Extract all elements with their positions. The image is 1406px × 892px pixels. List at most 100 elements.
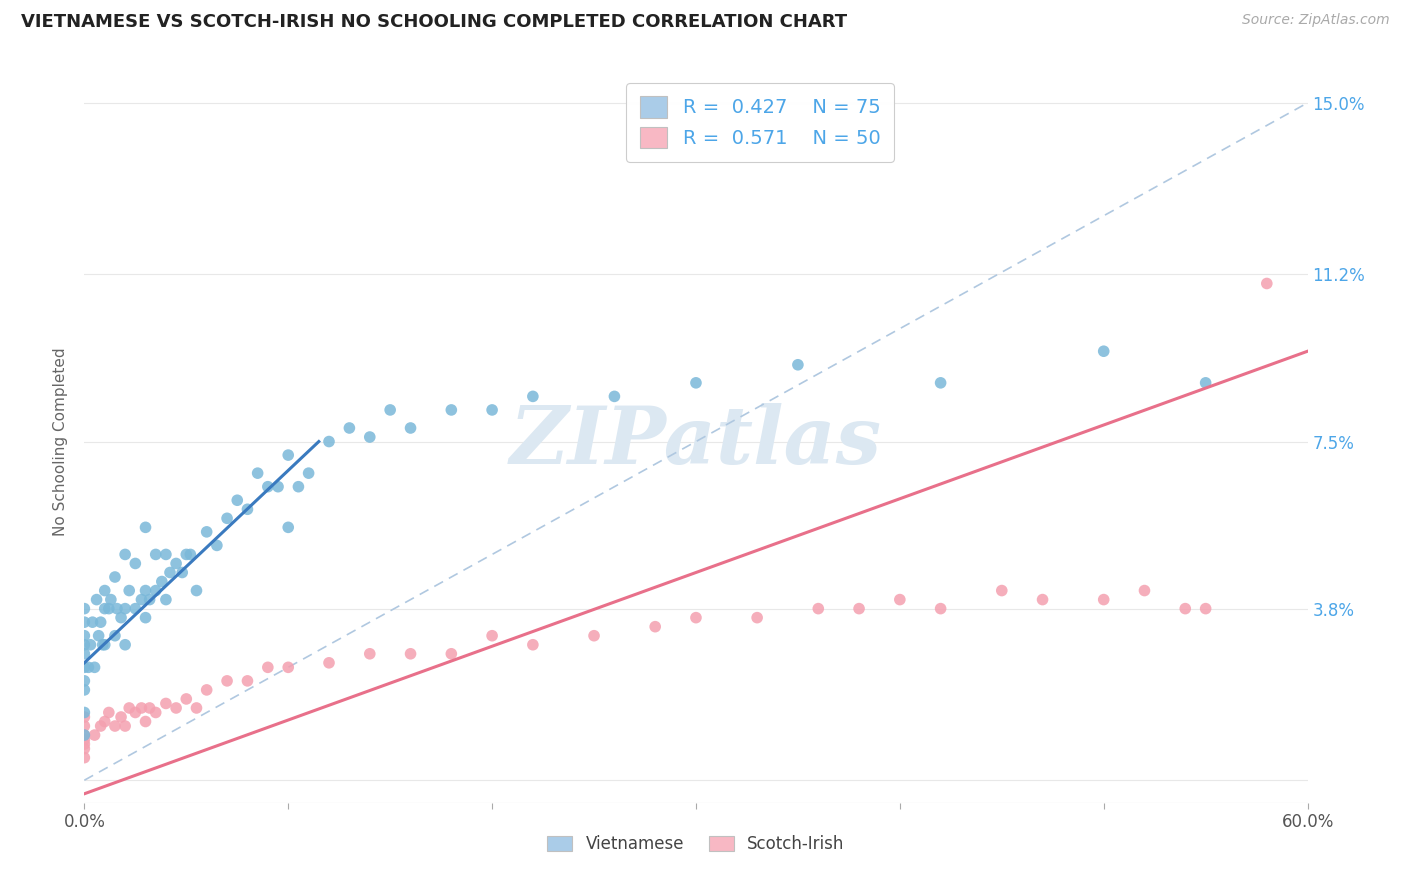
Point [583,629,606,643]
Point [172,566,194,580]
Point [110,710,132,724]
Point [179,548,201,562]
Point [1032,592,1054,607]
Point [124,601,146,615]
Point [1092,592,1115,607]
Point [83,728,105,742]
Point [848,601,870,615]
Y-axis label: No Schooling Completed: No Schooling Completed [53,347,69,536]
Text: ZIPatlas: ZIPatlas [510,403,882,480]
Point [93,714,115,729]
Point [246,466,269,480]
Point [73,673,96,688]
Point [77,660,100,674]
Point [124,557,146,571]
Point [287,480,309,494]
Point [165,557,187,571]
Point [236,673,259,688]
Point [195,524,218,539]
Point [1195,601,1218,615]
Point [110,610,132,624]
Point [73,615,96,630]
Point [93,638,115,652]
Point [481,403,503,417]
Point [685,610,707,624]
Point [174,548,197,562]
Point [889,592,911,607]
Point [267,480,290,494]
Legend: Vietnamese, Scotch-Irish: Vietnamese, Scotch-Irish [540,828,852,860]
Point [1133,583,1156,598]
Point [359,647,381,661]
Point [150,574,173,589]
Point [217,673,239,688]
Point [73,660,96,674]
Point [1174,601,1197,615]
Point [236,502,259,516]
Point [73,732,96,747]
Point [522,389,544,403]
Point [747,610,769,624]
Point [217,511,239,525]
Point [399,421,422,435]
Point [644,620,666,634]
Point [1195,376,1218,390]
Point [82,615,104,630]
Point [1092,344,1115,359]
Point [380,403,402,417]
Point [339,421,361,435]
Point [73,728,96,742]
Point [186,701,208,715]
Point [991,583,1014,598]
Point [73,629,96,643]
Point [205,538,228,552]
Point [73,647,96,661]
Point [73,728,96,742]
Point [685,376,707,390]
Point [135,610,157,624]
Point [318,656,340,670]
Point [929,601,952,615]
Point [86,592,108,607]
Point [399,647,422,661]
Point [73,741,96,756]
Point [155,548,177,562]
Point [481,629,503,643]
Point [807,601,830,615]
Point [929,376,952,390]
Point [90,719,112,733]
Text: VIETNAMESE VS SCOTCH-IRISH NO SCHOOLING COMPLETED CORRELATION CHART: VIETNAMESE VS SCOTCH-IRISH NO SCHOOLING … [21,13,848,31]
Point [104,629,127,643]
Point [114,638,136,652]
Point [73,601,96,615]
Point [522,638,544,652]
Point [73,682,96,697]
Point [97,706,120,720]
Point [73,737,96,751]
Point [195,682,218,697]
Point [298,466,321,480]
Point [135,520,157,534]
Point [97,601,120,615]
Point [114,719,136,733]
Point [93,583,115,598]
Point [440,403,463,417]
Point [277,448,299,462]
Point [87,629,110,643]
Point [603,389,626,403]
Point [135,583,157,598]
Point [104,719,127,733]
Point [114,601,136,615]
Point [73,638,96,652]
Point [318,434,340,449]
Point [118,583,141,598]
Point [138,701,160,715]
Point [124,706,146,720]
Point [155,592,177,607]
Point [91,638,114,652]
Point [787,358,810,372]
Point [440,647,463,661]
Point [138,592,160,607]
Point [257,660,280,674]
Point [145,548,167,562]
